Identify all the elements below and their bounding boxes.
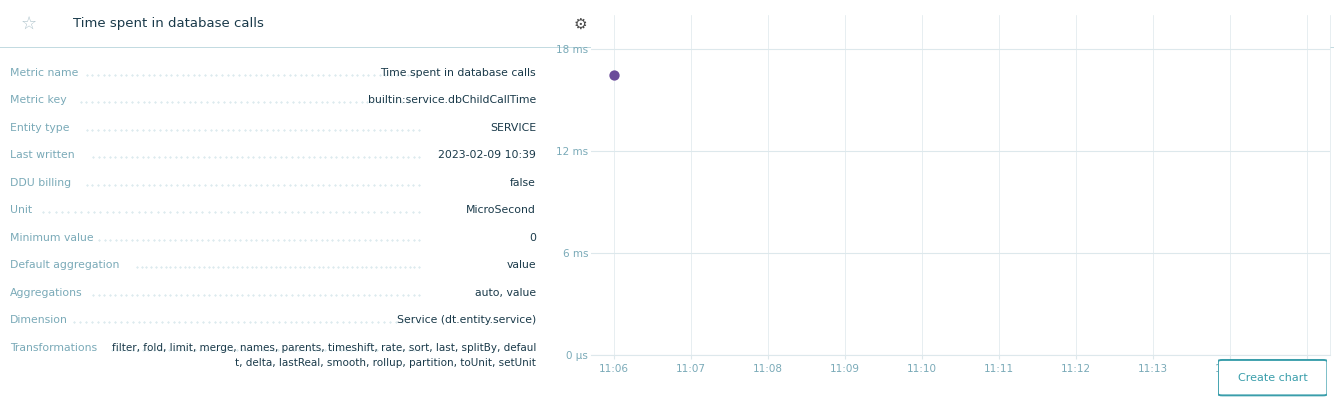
- FancyBboxPatch shape: [1218, 360, 1327, 395]
- Text: Entity type: Entity type: [9, 123, 69, 133]
- Text: Aggregations: Aggregations: [9, 288, 83, 298]
- Text: Metric name: Metric name: [9, 68, 79, 78]
- Text: Unit: Unit: [9, 205, 32, 215]
- Text: 0: 0: [530, 233, 536, 243]
- Text: Time spent in database calls: Time spent in database calls: [73, 17, 264, 30]
- Text: Default aggregation: Default aggregation: [9, 260, 119, 270]
- Text: Create chart: Create chart: [1238, 373, 1307, 383]
- Text: Minimum value: Minimum value: [9, 233, 93, 243]
- Text: MicroSecond: MicroSecond: [466, 205, 536, 215]
- Text: Metric key: Metric key: [9, 95, 67, 105]
- Text: t, delta, lastReal, smooth, rollup, partition, toUnit, setUnit: t, delta, lastReal, smooth, rollup, part…: [235, 358, 536, 368]
- Text: SERVICE: SERVICE: [490, 123, 536, 133]
- Text: 2023-02-09 10:39: 2023-02-09 10:39: [439, 150, 536, 160]
- Text: filter, fold, limit, merge, names, parents, timeshift, rate, sort, last, splitBy: filter, fold, limit, merge, names, paren…: [112, 343, 536, 353]
- Point: [603, 71, 624, 78]
- Text: Transformations: Transformations: [9, 343, 97, 353]
- Text: Time spent in database calls: Time spent in database calls: [380, 68, 536, 78]
- Text: value: value: [507, 260, 536, 270]
- Text: ⚙: ⚙: [574, 16, 587, 32]
- Text: builtin:service.dbChildCallTime: builtin:service.dbChildCallTime: [368, 95, 536, 105]
- Text: Last written: Last written: [9, 150, 75, 160]
- Text: Service (dt.entity.service): Service (dt.entity.service): [396, 315, 536, 325]
- Text: auto, value: auto, value: [475, 288, 536, 298]
- Text: ☆: ☆: [21, 15, 37, 33]
- Text: ∧: ∧: [1297, 15, 1310, 33]
- Text: builtin:service.dbChildCallTime: builtin:service.dbChildCallTime: [604, 17, 819, 31]
- Text: false: false: [510, 178, 536, 188]
- Text: Dimension: Dimension: [9, 315, 68, 325]
- Text: DDU billing: DDU billing: [9, 178, 71, 188]
